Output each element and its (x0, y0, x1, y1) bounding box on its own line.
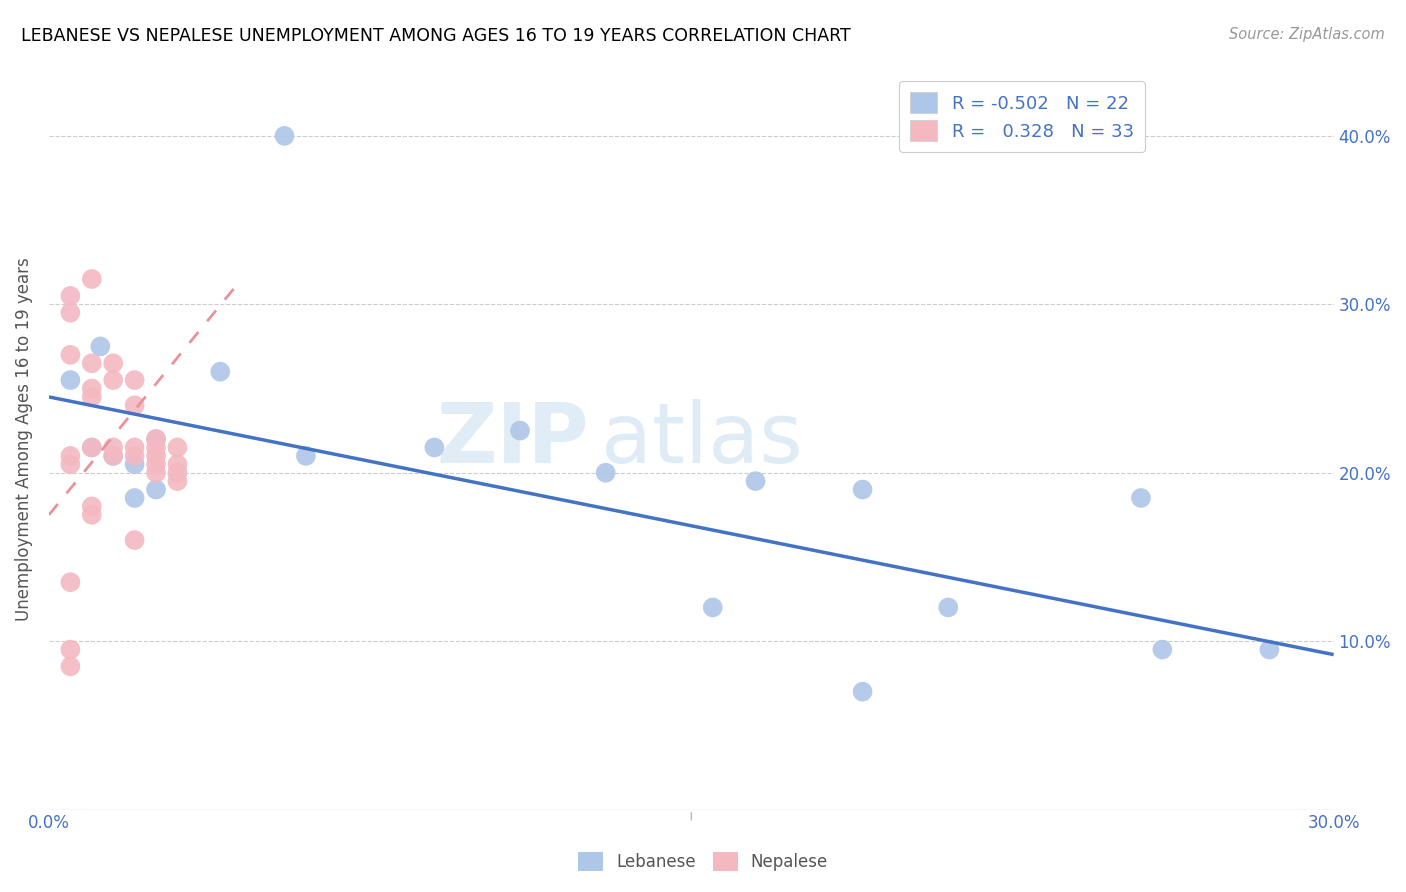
Point (124, 458, 146, 472)
Point (744, 474, 766, 488)
Point (124, 449, 146, 463)
Point (273, 128, 295, 143)
Point (1258, 642, 1281, 657)
Point (936, 600, 959, 615)
Point (89, 339, 111, 353)
Point (80, 356, 103, 370)
Point (145, 432, 167, 446)
Point (423, 441, 446, 455)
Point (103, 449, 125, 463)
Point (59, 289, 82, 303)
Text: LEBANESE VS NEPALESE UNEMPLOYMENT AMONG AGES 16 TO 19 YEARS CORRELATION CHART: LEBANESE VS NEPALESE UNEMPLOYMENT AMONG … (21, 27, 851, 45)
Point (509, 424, 531, 438)
Point (124, 491, 146, 505)
Point (145, 441, 167, 455)
Point (80, 500, 103, 514)
Point (166, 458, 188, 472)
Point (80, 272, 103, 286)
Point (59, 348, 82, 362)
Point (80, 441, 103, 455)
Point (145, 449, 167, 463)
Point (145, 483, 167, 497)
Point (124, 373, 146, 387)
Point (103, 449, 125, 463)
Point (852, 684, 875, 698)
Text: Source: ZipAtlas.com: Source: ZipAtlas.com (1229, 27, 1385, 42)
Point (1129, 491, 1152, 505)
Point (166, 441, 188, 455)
Text: ZIP: ZIP (436, 399, 589, 480)
Point (59, 642, 82, 657)
Point (124, 441, 146, 455)
Point (59, 659, 82, 673)
Point (80, 441, 103, 455)
Point (145, 458, 167, 472)
Point (80, 390, 103, 404)
Point (103, 441, 125, 455)
Point (166, 474, 188, 488)
Y-axis label: Unemployment Among Ages 16 to 19 years: Unemployment Among Ages 16 to 19 years (15, 257, 32, 621)
Point (852, 483, 875, 497)
Point (1152, 642, 1174, 657)
Point (59, 306, 82, 320)
Point (124, 398, 146, 412)
Point (80, 382, 103, 396)
Point (59, 575, 82, 590)
Point (595, 466, 617, 480)
Point (59, 458, 82, 472)
Point (702, 600, 724, 615)
Point (103, 373, 125, 387)
Point (166, 466, 188, 480)
Point (59, 373, 82, 387)
Text: atlas: atlas (602, 399, 803, 480)
Point (103, 356, 125, 370)
Point (209, 365, 232, 379)
Legend: Lebanese, Nepalese: Lebanese, Nepalese (569, 843, 837, 880)
Point (145, 432, 167, 446)
Point (124, 533, 146, 547)
Point (59, 449, 82, 463)
Legend: R = -0.502   N = 22, R =   0.328   N = 33: R = -0.502 N = 22, R = 0.328 N = 33 (900, 81, 1144, 152)
Point (295, 449, 318, 463)
Point (80, 508, 103, 522)
Point (145, 466, 167, 480)
